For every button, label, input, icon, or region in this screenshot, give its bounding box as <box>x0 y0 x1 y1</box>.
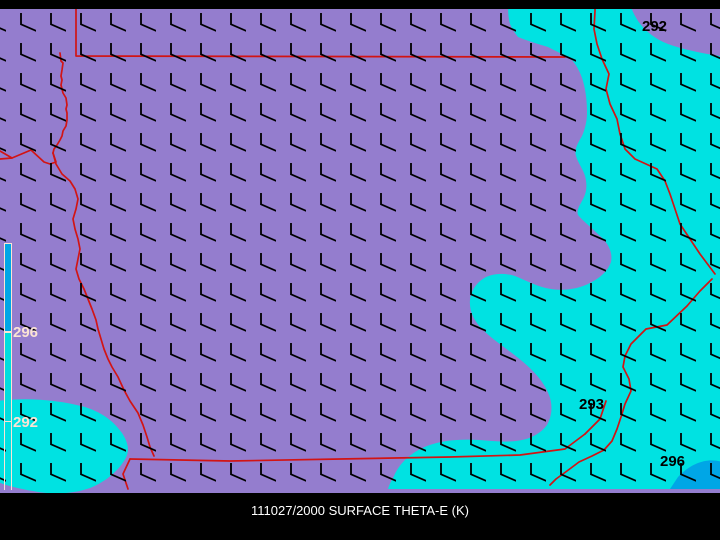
svg-text:292: 292 <box>642 18 667 35</box>
svg-text:296: 296 <box>660 453 685 470</box>
svg-text:293: 293 <box>579 396 604 413</box>
